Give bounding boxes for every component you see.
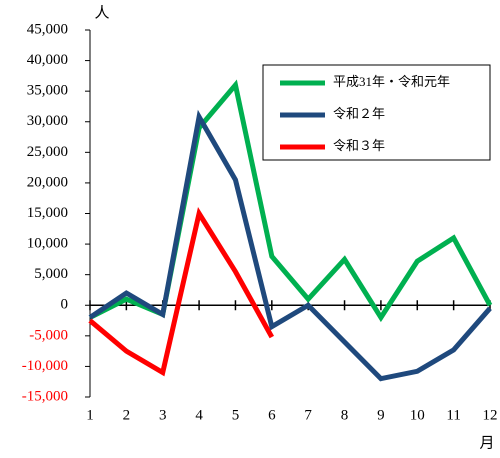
x-tick-label: 9 — [377, 407, 385, 423]
x-tick-label: 5 — [232, 407, 240, 423]
x-tick-label: 2 — [123, 407, 131, 423]
x-tick-label: 3 — [159, 407, 167, 423]
y-tick-label: -10,000 — [22, 358, 68, 374]
y-tick-label: 5,000 — [34, 266, 68, 282]
legend-label: 令和２年 — [333, 106, 385, 121]
y-tick-label: -5,000 — [29, 327, 68, 343]
y-axis-label: 人 — [94, 4, 109, 21]
x-axis-label: 月 — [479, 435, 494, 451]
x-tick-label: 8 — [341, 407, 349, 423]
y-tick-label: -15,000 — [22, 388, 68, 404]
x-tick-label: 10 — [410, 407, 425, 423]
series-line — [88, 109, 492, 382]
y-tick-label: 30,000 — [27, 113, 68, 129]
y-tick-label: 15,000 — [27, 205, 68, 221]
y-tick-label: 40,000 — [27, 52, 68, 68]
x-tick-label: 6 — [268, 407, 276, 423]
legend-label: 平成31年・令和元年 — [333, 74, 450, 89]
y-tick-label: 45,000 — [27, 21, 68, 37]
legend-label: 令和３年 — [333, 138, 385, 153]
y-tick-label: 10,000 — [27, 236, 68, 252]
x-tick-label: 1 — [86, 407, 94, 423]
x-tick-label: 7 — [304, 407, 312, 423]
y-tick-label: 35,000 — [27, 83, 68, 99]
x-tick-label: 4 — [195, 407, 203, 423]
series-line — [88, 207, 275, 377]
x-tick-label: 11 — [446, 407, 460, 423]
x-tick-label: 12 — [483, 407, 498, 423]
y-tick-label: 20,000 — [27, 174, 68, 190]
y-tick-label: 25,000 — [27, 144, 68, 160]
y-tick-label: 0 — [61, 297, 69, 313]
